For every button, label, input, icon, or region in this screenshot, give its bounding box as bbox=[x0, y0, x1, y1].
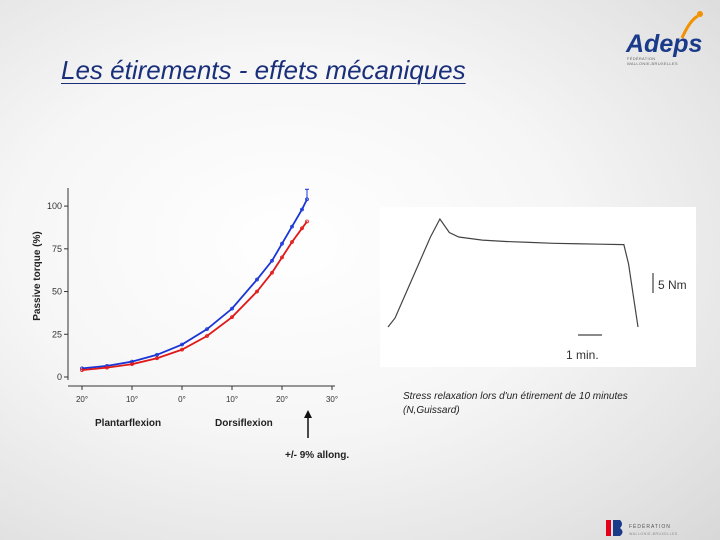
data-point bbox=[205, 327, 209, 332]
fwb-logo-mark-blue bbox=[613, 520, 623, 536]
annotation-elongation: +/- 9% allong. bbox=[285, 450, 349, 461]
data-point bbox=[130, 359, 134, 364]
data-point bbox=[155, 356, 159, 361]
x-group-plantarflexion: Plantarflexion bbox=[95, 418, 161, 429]
data-point bbox=[280, 241, 284, 246]
x-tick-label: 20° bbox=[76, 395, 88, 404]
data-point bbox=[305, 219, 309, 224]
caption-line-1: Stress relaxation lors d'un étirement de… bbox=[403, 391, 628, 402]
scale-bar-label: 5 Nm bbox=[658, 278, 687, 292]
data-point bbox=[270, 258, 274, 263]
data-point bbox=[180, 342, 184, 347]
data-point bbox=[300, 207, 304, 212]
y-axis-label: Passive torque (%) bbox=[32, 231, 43, 320]
data-point bbox=[290, 224, 294, 229]
adeps-accent-dot bbox=[697, 11, 703, 17]
data-point bbox=[230, 315, 234, 320]
figure-caption: Stress relaxation lors d'un étirement de… bbox=[403, 390, 683, 418]
time-bar-label: 1 min. bbox=[566, 348, 599, 362]
x-tick-label: 0° bbox=[178, 395, 186, 404]
footer-line-1: FÉDÉRATION bbox=[629, 523, 671, 530]
slide-title: Les étirements - effets mécaniques bbox=[61, 55, 466, 85]
red-series-line bbox=[81, 220, 308, 372]
caption-line-2: (N,Guissard) bbox=[403, 405, 460, 416]
fwb-logo-mark-red bbox=[606, 520, 611, 536]
data-point bbox=[230, 306, 234, 311]
logo-subtitle: FÉDÉRATION WALLONIE-BRUXELLES bbox=[627, 56, 678, 66]
x-tick-label: 30° bbox=[326, 395, 338, 404]
annotation-arrow-head bbox=[304, 410, 312, 418]
passive-torque-chart: Passive torque (%) 0 25 50 75 100 20° 10° 0° 10°… bbox=[32, 188, 349, 461]
x-tick-label: 20° bbox=[276, 395, 288, 404]
y-tick-label: 25 bbox=[52, 329, 62, 339]
footer-line-2: WALLONIE-BRUXELLES bbox=[629, 532, 678, 536]
data-point bbox=[105, 365, 109, 370]
adeps-accent-swoosh bbox=[680, 14, 699, 39]
federation-footer-logo: FÉDÉRATION WALLONIE-BRUXELLES bbox=[606, 520, 678, 536]
adeps-logo-text: Adeps bbox=[625, 30, 703, 58]
y-tick-label: 75 bbox=[52, 244, 62, 254]
stress-relaxation-chart: 5 Nm 1 min. bbox=[380, 207, 696, 367]
x-tick-label: 10° bbox=[126, 395, 138, 404]
logo-subtitle-line2: WALLONIE-BRUXELLES bbox=[627, 61, 678, 66]
data-point bbox=[155, 352, 159, 357]
data-point bbox=[130, 362, 134, 367]
data-point bbox=[290, 240, 294, 244]
data-point bbox=[205, 334, 209, 338]
blue-series-line bbox=[81, 198, 308, 370]
data-point bbox=[280, 255, 284, 260]
data-point bbox=[300, 226, 304, 231]
y-tick-label: 100 bbox=[47, 201, 62, 211]
y-tick-label: 50 bbox=[52, 287, 62, 297]
data-point bbox=[255, 289, 259, 294]
torque-trace-line bbox=[387, 217, 639, 328]
data-point bbox=[270, 270, 274, 275]
x-group-dorsiflexion: Dorsiflexion bbox=[215, 418, 273, 429]
data-point bbox=[255, 277, 259, 282]
logo-subtitle-line1: FÉDÉRATION bbox=[627, 56, 656, 61]
adeps-logo: Adeps bbox=[625, 11, 703, 58]
y-tick-label: 0 bbox=[57, 372, 62, 382]
data-point bbox=[180, 347, 184, 352]
x-tick-label: 10° bbox=[226, 395, 238, 404]
data-point bbox=[80, 368, 84, 373]
